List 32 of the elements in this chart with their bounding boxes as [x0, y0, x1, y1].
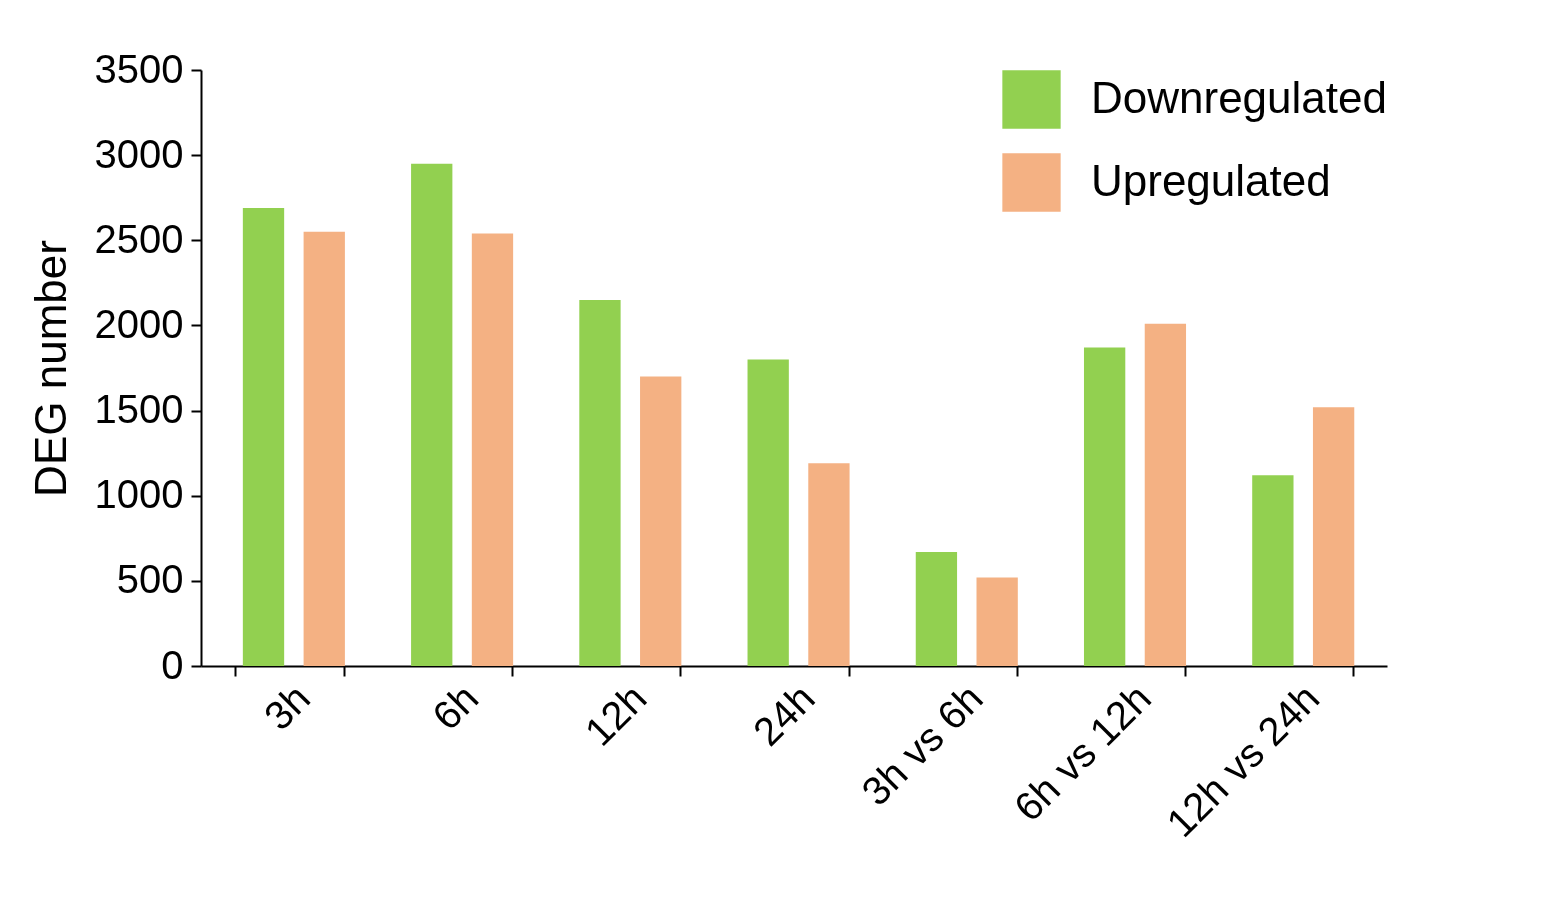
y-tick-label: 3000 [94, 131, 184, 176]
bar [242, 207, 285, 666]
legend-label: Upregulated [1091, 155, 1331, 205]
y-axis-title: DEG number [25, 240, 75, 497]
bar [976, 577, 1018, 666]
x-tick-label: 12h [576, 675, 655, 754]
bar [303, 231, 345, 666]
y-tick-label: 1500 [94, 387, 184, 432]
x-tick-label: 6h vs 12h [1005, 675, 1160, 830]
x-tick-label: 6h [423, 675, 487, 739]
legend-label: Downregulated [1091, 72, 1387, 122]
bar [640, 376, 682, 666]
x-tick-label: 3h [255, 675, 319, 739]
bar [1312, 407, 1355, 666]
y-tick-label: 500 [116, 557, 184, 602]
bar [411, 163, 453, 666]
bar [808, 463, 850, 666]
bar [1144, 323, 1187, 666]
y-tick-label: 2500 [94, 216, 184, 261]
y-tick-label: 0 [161, 642, 184, 687]
x-tick-label: 24h [744, 675, 823, 754]
y-tick-label: 3500 [94, 46, 184, 91]
x-tick-label: 3h vs 6h [852, 675, 992, 814]
bar [1083, 347, 1126, 666]
bar [747, 359, 789, 666]
bar [915, 551, 958, 666]
y-tick-label: 2000 [94, 301, 184, 346]
bar [1252, 475, 1294, 666]
x-tick-label: 12h vs 24h [1157, 675, 1328, 846]
y-tick-label: 1000 [94, 472, 184, 517]
bar [579, 299, 621, 666]
bar [471, 233, 514, 666]
